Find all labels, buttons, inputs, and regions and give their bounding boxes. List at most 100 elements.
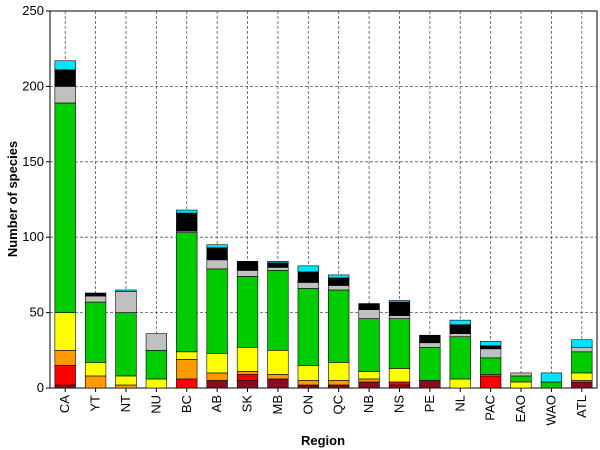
bar-segment-ON-0: [297, 384, 319, 389]
bar-segment-BC-1: [176, 378, 198, 389]
bar-segment-YT-3: [84, 362, 107, 377]
bar-segment-BC-2: [176, 359, 198, 380]
bar-segment-NB-0: [358, 381, 380, 389]
bar-segment-NL-6: [449, 324, 471, 335]
bar-segment-EAO-4: [510, 375, 532, 383]
bar-segment-YT-2: [84, 375, 107, 389]
bar-segment-NB-6: [358, 303, 380, 310]
bar-segment-NT-2: [115, 384, 137, 389]
bar-segment-ATL-3: [571, 372, 593, 381]
bar-segment-ON-3: [297, 365, 319, 381]
x-tick-label: CA: [57, 395, 72, 413]
bar-segment-YT-4: [84, 301, 107, 363]
gridlines: [50, 11, 597, 388]
bar-segment-AB-4: [206, 268, 228, 354]
bar-segment-NS-4: [388, 318, 411, 369]
bar-segment-EAO-5: [510, 372, 532, 377]
x-tick-label: NL: [452, 395, 467, 412]
bar-segment-MB-5: [267, 267, 289, 271]
bar-segment-QC-4: [328, 289, 350, 363]
bar-segment-CA-2: [54, 349, 76, 366]
bar-segment-ON-6: [297, 271, 319, 283]
bar-segment-NU-5: [145, 333, 167, 351]
x-tick-label: ATL: [574, 395, 589, 418]
y-tick-label: 150: [22, 154, 44, 169]
bar-segment-PAC-7: [480, 340, 502, 347]
bar-segment-BC-6: [176, 212, 198, 232]
bar-segment-SK-5: [236, 270, 259, 277]
x-tick-label: PE: [422, 395, 437, 413]
bar-segment-NS-7: [388, 300, 411, 303]
bar-segment-ATL-0: [571, 381, 593, 389]
bar-segment-BC-3: [176, 351, 198, 360]
bar-segment-PE-5: [419, 342, 441, 348]
bar-segment-NB-3: [358, 371, 380, 380]
bar-segment-CA-7: [54, 60, 76, 71]
bar-segment-MB-3: [267, 349, 289, 375]
bar-segment-SK-0: [236, 380, 259, 389]
x-tick-label: PAC: [483, 395, 498, 421]
bar-segment-PAC-6: [480, 345, 502, 350]
bar-segment-NT-3: [115, 375, 137, 386]
bar-segment-ATL-4: [571, 351, 593, 374]
bar-segment-WAO-7: [540, 372, 563, 383]
x-tick-label: EAO: [513, 395, 528, 422]
x-tick-label: WAO: [543, 395, 558, 426]
bar-segment-WAO-4: [540, 381, 563, 389]
bar-segment-AB-3: [206, 353, 228, 374]
x-axis-title: Region: [301, 433, 345, 448]
bar-segment-PAC-1: [480, 375, 502, 389]
bar-segment-MB-2: [267, 374, 289, 380]
x-tick-label: NS: [391, 395, 406, 413]
y-tick-label: 200: [22, 78, 44, 93]
bar-segment-CA-1: [54, 365, 76, 386]
bar-segment-PE-6: [419, 334, 441, 344]
bar-segment-NT-5: [115, 291, 137, 313]
bar-segment-MB-7: [267, 261, 289, 264]
bar-segment-NT-7: [115, 289, 137, 292]
bars: [54, 60, 593, 389]
bar-segment-NL-5: [449, 333, 471, 338]
bar-segment-NS-3: [388, 368, 411, 383]
bar-segment-NB-4: [358, 318, 380, 372]
bar-segment-ON-4: [297, 288, 319, 366]
bar-segment-NS-1: [388, 381, 411, 386]
bar-segment-ON-2: [297, 380, 319, 386]
x-tick-label: SK: [240, 395, 255, 413]
x-tick-label: ON: [300, 395, 315, 415]
bar-segment-SK-4: [236, 276, 259, 348]
bar-segment-AB-0: [206, 380, 228, 389]
bar-segment-NL-4: [449, 336, 471, 380]
bar-segment-NU-3: [145, 378, 167, 389]
bar-segment-MB-0: [267, 378, 289, 389]
bar-segment-ON-7: [297, 265, 319, 273]
x-tick-label: AB: [209, 395, 224, 412]
bar-segment-YT-5: [84, 295, 107, 303]
bar-segment-QC-0: [328, 384, 350, 389]
bar-segment-NB-2: [358, 378, 380, 383]
y-tick-label: 250: [22, 3, 44, 18]
bar-segment-CA-6: [54, 69, 76, 87]
bar-segment-ATL-7: [571, 339, 593, 348]
plot-area: [49, 10, 598, 389]
bar-segment-EAO-3: [510, 381, 532, 389]
x-tick-label: NT: [118, 395, 133, 412]
bar-segment-NU-4: [145, 349, 167, 380]
bar-segment-SK-2: [236, 371, 259, 375]
bar-segment-SK-6: [236, 261, 259, 271]
x-tick-label: NB: [361, 395, 376, 413]
bar-segment-NS-0: [388, 384, 411, 389]
x-tick-label: NU: [148, 395, 163, 414]
x-tick-label: QC: [331, 395, 346, 415]
bar-segment-MB-4: [267, 270, 289, 351]
bar-segment-PAC-5: [480, 348, 502, 359]
bar-segment-NS-5: [388, 315, 411, 319]
bar-segment-ATL-5: [571, 346, 593, 353]
bar-segment-CA-0: [54, 384, 76, 389]
bar-segment-BC-4: [176, 232, 198, 353]
bar-segment-AB-5: [206, 259, 228, 270]
bar-segment-PE-0: [419, 380, 441, 389]
x-tick-label: BC: [179, 395, 194, 413]
